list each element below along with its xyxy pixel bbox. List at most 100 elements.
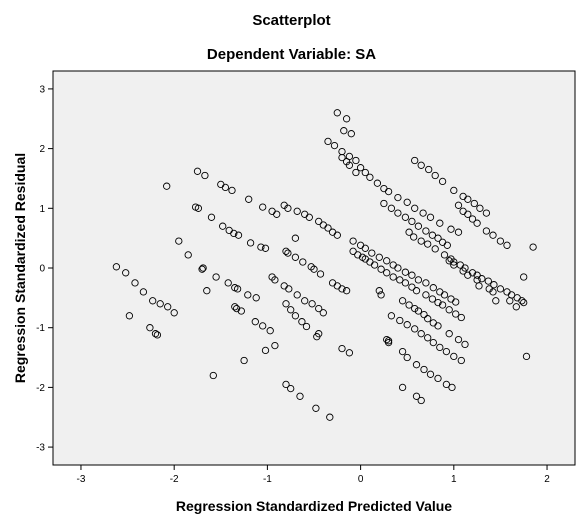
data-point bbox=[503, 241, 511, 249]
data-point bbox=[419, 209, 427, 217]
data-point bbox=[426, 213, 435, 221]
data-point bbox=[170, 309, 178, 317]
data-point bbox=[370, 261, 379, 269]
data-point bbox=[338, 147, 346, 156]
data-point bbox=[230, 229, 238, 238]
data-point bbox=[442, 347, 451, 356]
data-point bbox=[299, 258, 307, 266]
data-point bbox=[420, 365, 428, 374]
data-point bbox=[342, 115, 351, 123]
data-point bbox=[219, 222, 227, 230]
data-point bbox=[464, 195, 472, 203]
data-point bbox=[518, 297, 526, 305]
data-point bbox=[198, 265, 206, 273]
data-point bbox=[414, 276, 423, 284]
data-point bbox=[175, 237, 183, 245]
data-point bbox=[151, 330, 160, 338]
data-point bbox=[347, 130, 355, 138]
data-point bbox=[237, 307, 245, 315]
data-point bbox=[436, 343, 444, 352]
data-point bbox=[476, 204, 484, 212]
data-point bbox=[464, 210, 472, 218]
data-point bbox=[302, 322, 311, 331]
data-point bbox=[442, 380, 451, 389]
data-point bbox=[394, 193, 402, 202]
data-point bbox=[387, 204, 396, 212]
data-point bbox=[411, 156, 419, 165]
data-point bbox=[261, 244, 270, 252]
data-point bbox=[199, 264, 207, 272]
data-point bbox=[403, 198, 411, 206]
data-point bbox=[445, 306, 453, 314]
data-point bbox=[450, 352, 458, 361]
data-point bbox=[315, 217, 323, 226]
data-point bbox=[417, 396, 425, 405]
data-point bbox=[257, 243, 265, 251]
data-point bbox=[184, 251, 192, 259]
data-point bbox=[408, 271, 416, 279]
data-point bbox=[312, 404, 320, 412]
x-tick-label: -3 bbox=[77, 474, 86, 485]
data-point bbox=[380, 199, 388, 208]
data-point bbox=[412, 392, 421, 400]
data-point bbox=[221, 183, 230, 192]
data-point bbox=[282, 380, 290, 389]
data-point bbox=[461, 340, 469, 349]
data-point bbox=[428, 295, 437, 303]
data-point bbox=[424, 334, 432, 342]
data-point bbox=[401, 213, 410, 221]
data-point bbox=[349, 247, 357, 255]
data-point bbox=[396, 276, 404, 284]
data-point bbox=[266, 327, 274, 335]
data-point bbox=[245, 195, 253, 203]
data-point bbox=[431, 171, 439, 180]
data-point bbox=[457, 313, 465, 322]
data-point bbox=[411, 204, 419, 212]
data-point bbox=[234, 231, 243, 239]
data-point bbox=[468, 269, 477, 277]
data-point bbox=[417, 161, 425, 169]
data-point bbox=[445, 257, 453, 265]
data-point bbox=[305, 213, 313, 221]
data-point bbox=[424, 315, 432, 323]
data-point bbox=[459, 267, 467, 275]
data-point bbox=[349, 237, 357, 245]
data-point bbox=[361, 244, 369, 252]
x-axis-title: Regression Standardized Predicted Value bbox=[176, 498, 452, 514]
data-point bbox=[436, 219, 444, 227]
data-point bbox=[342, 287, 351, 295]
data-point bbox=[287, 384, 295, 393]
data-point bbox=[273, 210, 281, 218]
data-point bbox=[345, 152, 354, 161]
data-point bbox=[434, 234, 442, 242]
data-point bbox=[261, 346, 270, 355]
data-point bbox=[398, 297, 407, 305]
data-point bbox=[489, 231, 497, 239]
data-point bbox=[450, 258, 458, 266]
data-point bbox=[201, 171, 209, 180]
y-tick-label: 3 bbox=[39, 84, 45, 95]
data-point bbox=[285, 285, 293, 293]
data-point bbox=[417, 330, 425, 338]
data-point bbox=[403, 321, 411, 329]
data-point bbox=[345, 161, 354, 169]
data-point bbox=[284, 249, 292, 257]
data-point bbox=[296, 392, 304, 400]
data-point bbox=[383, 269, 391, 277]
data-point bbox=[470, 199, 478, 208]
data-point bbox=[271, 341, 279, 350]
data-point bbox=[434, 374, 442, 383]
data-point bbox=[209, 371, 217, 380]
data-point bbox=[496, 237, 505, 245]
data-point bbox=[244, 291, 252, 299]
data-point bbox=[484, 277, 492, 285]
data-point bbox=[440, 291, 449, 299]
data-point bbox=[340, 127, 348, 135]
data-point bbox=[405, 228, 413, 236]
data-point bbox=[193, 167, 202, 175]
data-point bbox=[389, 273, 397, 281]
data-point bbox=[473, 219, 481, 227]
data-point bbox=[411, 304, 419, 313]
data-point bbox=[131, 279, 139, 287]
data-point bbox=[293, 291, 301, 299]
